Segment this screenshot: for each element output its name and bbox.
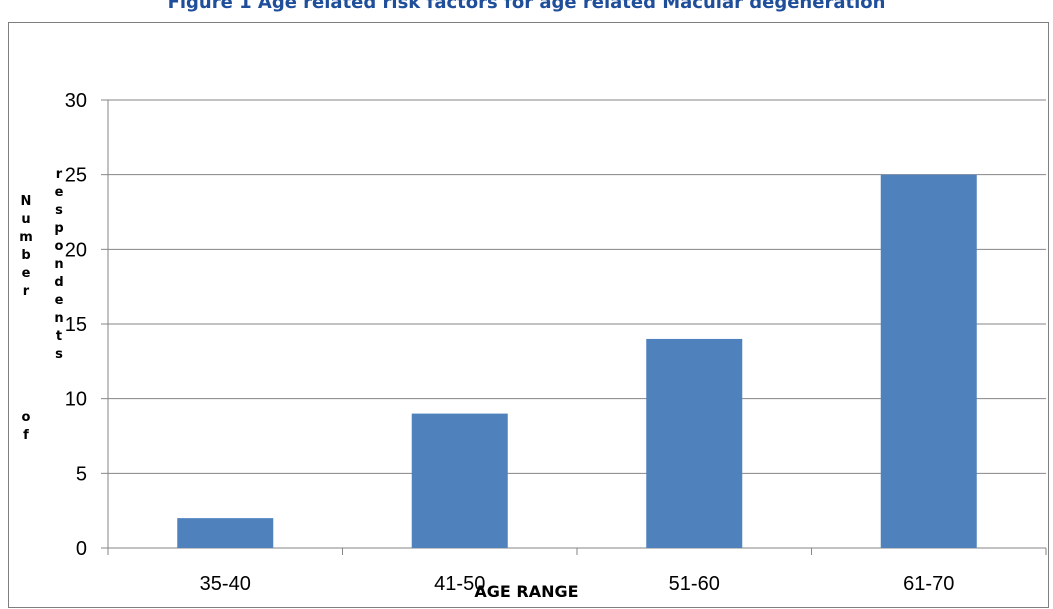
chart-frame	[8, 22, 1049, 608]
bar-61-70	[880, 174, 977, 548]
y-axis-label-letter: r	[22, 284, 30, 299]
y-tick-label: 20	[65, 239, 87, 261]
y-tick-label: 30	[65, 90, 87, 112]
y-tick-label: 10	[65, 389, 87, 411]
x-tick-label: 35-40	[200, 573, 251, 595]
bar-51-60	[646, 338, 743, 548]
x-tick-label: 41-50	[434, 573, 485, 595]
y-axis-label-letter: e	[21, 266, 31, 281]
y-tick-label: 15	[65, 314, 87, 336]
y-axis-label-letter: p	[54, 221, 64, 236]
y-axis-label-letter: d	[54, 275, 64, 290]
y-axis-label-letter: o	[21, 410, 31, 425]
y-axis-label-letter: u	[21, 212, 31, 227]
y-axis-label-letter: n	[54, 311, 64, 326]
y-axis-label-letter: m	[19, 230, 33, 245]
y-axis-label-letter: o	[54, 239, 64, 254]
y-tick-label: 0	[76, 538, 87, 560]
bar-41-50	[411, 413, 508, 548]
y-axis-label-letter: t	[55, 329, 63, 344]
x-tick-label: 51-60	[669, 573, 720, 595]
y-tick-label: 25	[65, 165, 87, 187]
y-axis-label-letter: N	[20, 194, 32, 209]
y-axis-label-letter: s	[55, 203, 63, 218]
y-axis-label-letter: n	[54, 257, 64, 272]
y-axis-label-letter: e	[54, 185, 64, 200]
y-axis-label-letter: s	[55, 347, 63, 362]
x-axis-label-text: AGE RANGE	[474, 582, 579, 601]
y-tick-label: 5	[76, 463, 87, 485]
figure-title: Figure 1 Age related risk factors for ag…	[167, 0, 886, 13]
y-axis-label-letter: r	[55, 167, 63, 182]
y-axis-label-letter: e	[54, 293, 64, 308]
y-axis-label-letter: b	[21, 248, 31, 263]
y-axis-label-letter: f	[23, 428, 29, 443]
x-axis-label: AGE RANGE	[0, 582, 1053, 602]
x-tick-label: 61-70	[903, 573, 954, 595]
bar-35-40	[177, 518, 274, 548]
